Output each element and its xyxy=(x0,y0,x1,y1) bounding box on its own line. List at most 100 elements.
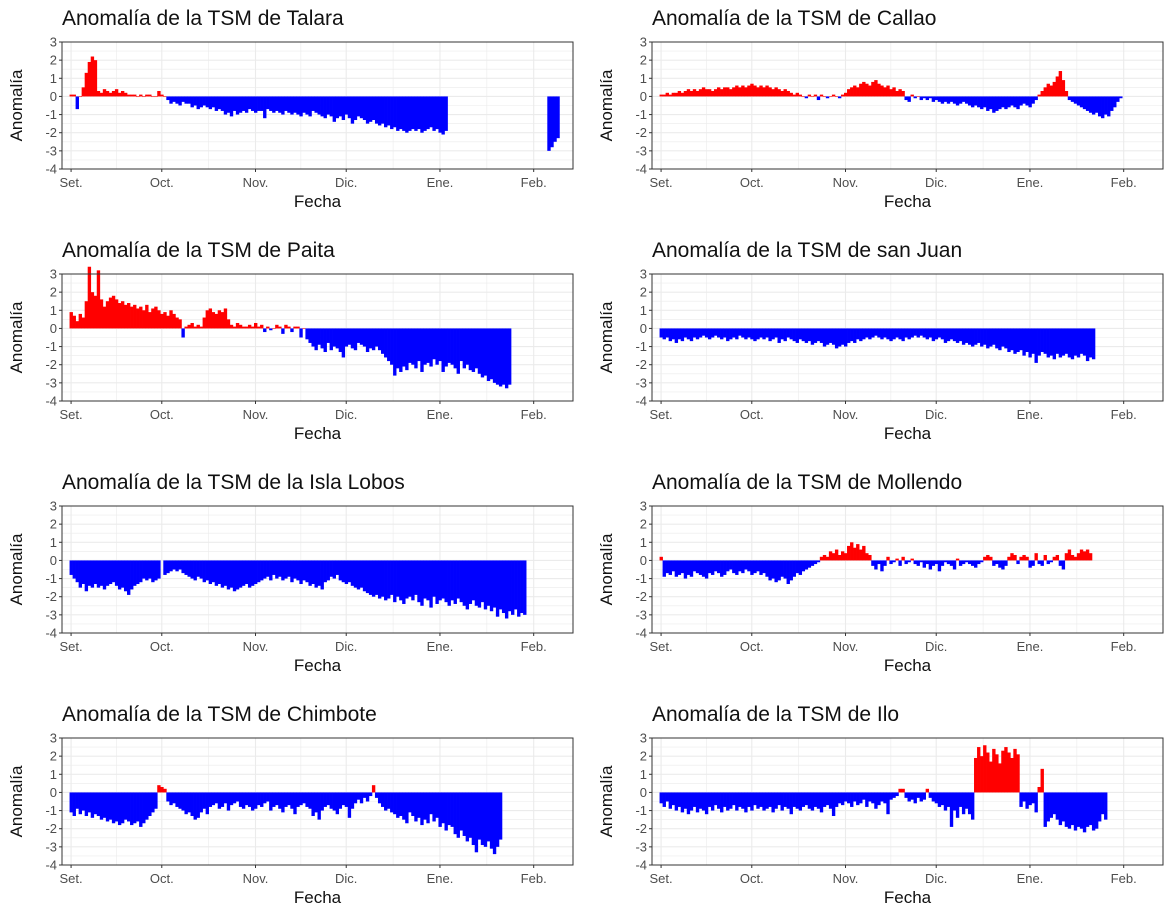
bar xyxy=(320,96,324,117)
bar xyxy=(744,328,748,340)
bar xyxy=(495,560,500,617)
bar xyxy=(1101,792,1105,815)
bar xyxy=(169,560,173,572)
chart-panel: Anomalía de la TSM de Paita 3 2 1 0 -1 -2 -3 -4S… xyxy=(7,239,574,443)
bar xyxy=(356,96,361,117)
bar xyxy=(1052,81,1057,97)
bar xyxy=(813,94,818,97)
bar xyxy=(284,560,288,579)
bar xyxy=(81,560,86,585)
bar xyxy=(247,560,252,588)
bar xyxy=(96,90,101,97)
bar xyxy=(99,299,104,329)
y-tick-label: -1 xyxy=(45,107,57,122)
bar xyxy=(211,96,216,108)
bar xyxy=(686,560,691,575)
bar xyxy=(1076,328,1081,358)
bar xyxy=(241,560,246,586)
bar xyxy=(961,328,966,345)
bar xyxy=(844,92,848,97)
bar xyxy=(347,560,352,583)
bar xyxy=(662,94,666,97)
bar xyxy=(1007,328,1011,353)
bar xyxy=(750,792,754,811)
bar xyxy=(695,560,700,574)
bar xyxy=(1016,560,1020,565)
bar xyxy=(1043,792,1047,827)
bar xyxy=(683,792,688,809)
bar xyxy=(187,324,191,329)
bar xyxy=(992,560,996,566)
bar xyxy=(241,326,246,329)
bar xyxy=(123,92,128,97)
bar xyxy=(1049,85,1053,97)
bar xyxy=(998,763,1002,793)
bar xyxy=(130,792,134,826)
bar xyxy=(1052,328,1057,360)
bar xyxy=(744,792,748,813)
bar xyxy=(819,328,824,343)
bar xyxy=(995,328,999,349)
bar xyxy=(964,560,969,563)
bar xyxy=(293,560,297,579)
bar xyxy=(123,304,128,329)
bar xyxy=(184,560,188,575)
bar xyxy=(952,328,957,342)
bar xyxy=(480,560,485,603)
x-tick-label: Oct. xyxy=(150,407,174,422)
bar xyxy=(299,328,303,338)
bar xyxy=(142,96,146,98)
bar xyxy=(199,96,203,108)
bar xyxy=(1043,328,1047,354)
x-tick-label: Dic. xyxy=(925,871,947,886)
bar xyxy=(320,560,324,590)
bar xyxy=(314,328,318,351)
bar xyxy=(777,792,781,806)
bar xyxy=(1046,560,1050,565)
bar xyxy=(371,785,376,793)
bar xyxy=(423,560,427,599)
bar xyxy=(148,560,152,579)
bar xyxy=(717,560,721,574)
bar xyxy=(157,90,161,97)
bar xyxy=(970,328,975,347)
bar xyxy=(193,96,197,106)
bar xyxy=(850,542,854,561)
bar xyxy=(514,560,518,610)
bar xyxy=(886,85,890,97)
bar xyxy=(819,792,824,813)
bar xyxy=(713,328,718,336)
bar xyxy=(983,745,987,793)
bar xyxy=(1082,792,1087,833)
bar xyxy=(326,328,330,343)
bar xyxy=(429,328,433,367)
bar xyxy=(1010,553,1014,561)
bar xyxy=(880,792,884,802)
bar xyxy=(898,89,902,97)
bar xyxy=(368,96,373,122)
bar xyxy=(871,328,875,338)
bar xyxy=(1037,560,1041,565)
bar xyxy=(825,792,830,806)
bar xyxy=(468,328,473,371)
bar xyxy=(114,89,119,97)
bar xyxy=(720,560,724,577)
plot-border xyxy=(61,505,574,634)
bar xyxy=(217,96,222,110)
bar xyxy=(813,328,818,343)
bar xyxy=(151,308,155,329)
bar xyxy=(102,89,107,97)
y-tick-label: -2 xyxy=(635,357,647,372)
bar xyxy=(683,560,688,579)
y-tick-label: -4 xyxy=(635,626,647,641)
bar xyxy=(913,560,917,565)
bar xyxy=(504,560,509,619)
plot-border xyxy=(61,273,574,402)
bar xyxy=(1110,96,1114,111)
bar xyxy=(847,328,851,343)
bar xyxy=(377,96,382,126)
bar xyxy=(93,60,98,97)
bar xyxy=(907,328,911,340)
bar xyxy=(87,560,92,586)
bar xyxy=(665,560,669,574)
